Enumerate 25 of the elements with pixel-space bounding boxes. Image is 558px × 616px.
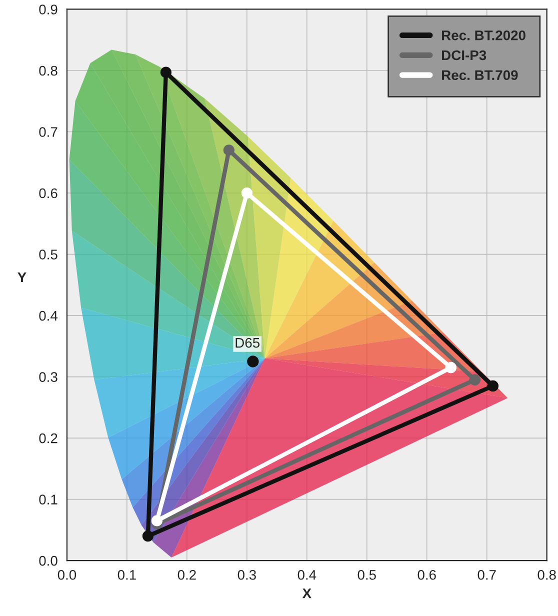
x-tick-label: 0.5 (358, 570, 376, 580)
y-tick-label: 0.8 (39, 66, 58, 76)
y-tick-label: 0.2 (39, 433, 58, 444)
y-tick-label: 0.7 (39, 127, 58, 137)
y-tick-label: 0.3 (39, 372, 58, 382)
series-label: D65 (236, 338, 260, 348)
x-axis-title: X (302, 588, 312, 598)
y-tick-label: 0.0 (39, 556, 58, 566)
x-tick-label: 0.2 (178, 570, 196, 580)
x-tick-label: 0.3 (238, 570, 256, 580)
x-tick-label: 0.0 (58, 570, 76, 580)
y-axis-title: Y (18, 272, 26, 282)
y-tick-label: 0.1 (39, 494, 58, 504)
legend-label: Rec. BT.709 (442, 70, 518, 80)
x-tick-label: 0.4 (298, 570, 316, 580)
legend-label: DCI-P3 (442, 50, 486, 60)
y-tick-label: 0.4 (39, 310, 58, 321)
x-tick-label: 0.1 (118, 570, 136, 580)
y-tick-label: 0.5 (39, 250, 58, 260)
x-tick-label: 0.6 (418, 570, 436, 580)
x-tick-label: 0.7 (478, 570, 496, 580)
y-tick-label: 0.6 (39, 188, 58, 198)
legend-label: Rec. BT.2020 (442, 30, 526, 40)
y-tick-label: 0.9 (39, 4, 58, 14)
x-tick-label: 0.8 (538, 570, 556, 580)
